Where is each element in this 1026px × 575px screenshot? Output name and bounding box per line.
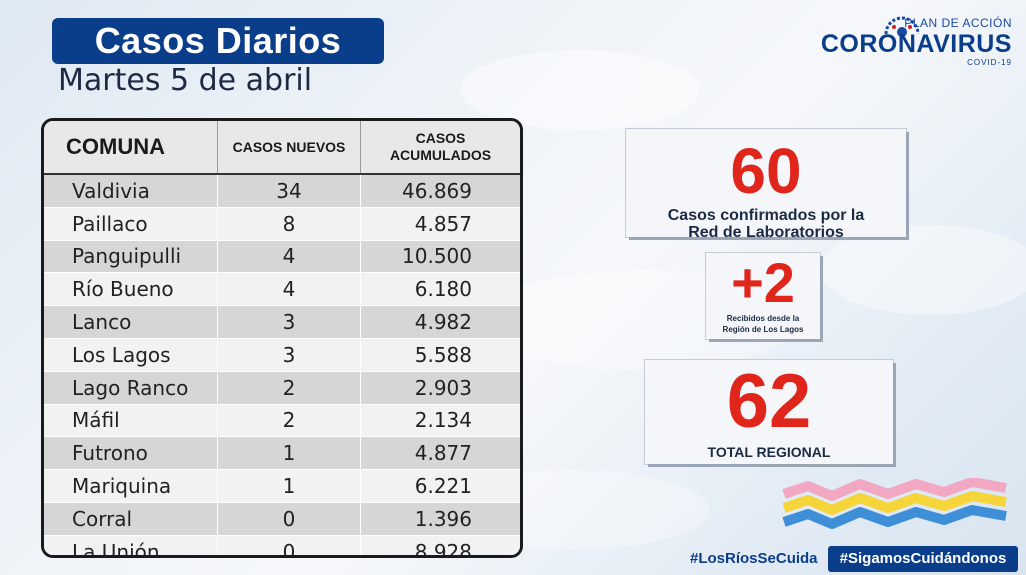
- cell-casos-acumulados: 2.903: [414, 375, 472, 400]
- cell-comuna: Río Bueno: [44, 273, 218, 306]
- cell-casos-nuevos: 1: [218, 470, 361, 502]
- cell-comuna: Los Lagos: [44, 338, 218, 371]
- cell-casos-nuevos: 4: [218, 273, 361, 306]
- cell-casos-acumulados: 1.396: [414, 506, 472, 531]
- cell-casos-acumulados: 4.982: [414, 310, 472, 335]
- cell-casos-acumulados: 2.134: [414, 408, 472, 433]
- hashtag-sigamos: #SigamosCuidándonos: [828, 546, 1018, 572]
- cell-comuna: La Unión: [44, 535, 218, 555]
- table-row: La Unión 0 8.928: [44, 535, 520, 558]
- table-header: COMUNA CASOS NUEVOS CASOS ACUMULADOS: [44, 121, 520, 175]
- table-row: Futrono 1 4.877: [44, 437, 520, 471]
- cell-comuna: Paillaco: [44, 207, 218, 240]
- cell-casos-acumulados: 8.928: [414, 539, 472, 558]
- header-casos-acumulados: CASOS ACUMULADOS: [389, 130, 492, 163]
- logo-covid-text: COVID-19: [967, 58, 1012, 67]
- decorative-stripes: [782, 478, 1007, 529]
- cell-casos-acumulados: 6.221: [414, 474, 472, 499]
- cell-casos-nuevos: 2: [218, 371, 361, 404]
- cases-table: COMUNA CASOS NUEVOS CASOS ACUMULADOS Val…: [41, 118, 523, 558]
- header-casos-nuevos: CASOS NUEVOS: [218, 121, 361, 173]
- total-regional-card: 62 TOTAL REGIONAL: [645, 360, 893, 464]
- cell-casos-nuevos: 2: [218, 404, 361, 437]
- table-row: Río Bueno 4 6.180: [44, 273, 520, 307]
- cell-casos-acumulados: 10.500: [402, 244, 472, 269]
- coronavirus-logo: PLAN DE ACCIÓN CORONAVIRUS COVID-19: [821, 8, 1012, 68]
- cell-comuna: Mariquina: [44, 470, 218, 502]
- virus-icon: [884, 16, 920, 36]
- cell-casos-nuevos: 34: [218, 175, 361, 207]
- received-cases-label-2: Región de Los Lagos: [722, 325, 804, 334]
- cell-comuna: Lago Ranco: [44, 371, 218, 404]
- cell-casos-nuevos: 8: [218, 207, 361, 240]
- table-row: Máfil 2 2.134: [44, 404, 520, 438]
- cell-casos-nuevos: 4: [218, 240, 361, 273]
- table-row: Mariquina 1 6.221: [44, 470, 520, 503]
- hashtag-los-rios: #LosRíosSeCuida: [690, 550, 818, 567]
- logo-main-text: CORONAVIRUS: [820, 30, 1012, 58]
- total-regional-value: 62: [726, 359, 812, 444]
- table-row: Lanco 3 4.982: [44, 306, 520, 339]
- cell-comuna: Valdivia: [44, 175, 218, 207]
- cell-casos-acumulados: 46.869: [402, 178, 472, 203]
- cell-casos-acumulados: 4.857: [414, 211, 472, 236]
- lab-cases-value: 60: [730, 135, 802, 207]
- lab-cases-card: 60 Casos confirmados por la Red de Labor…: [626, 129, 906, 241]
- page-date: Martes 5 de abril: [58, 63, 313, 98]
- table-row: Panguipulli 4 10.500: [44, 240, 520, 274]
- total-regional-label: TOTAL REGIONAL: [707, 444, 831, 460]
- table-row: Los Lagos 3 5.588: [44, 338, 520, 372]
- cell-comuna: Corral: [44, 502, 218, 535]
- lab-cases-label-2: Red de Laboratorios: [688, 224, 844, 241]
- cell-casos-nuevos: 3: [218, 306, 361, 338]
- lab-cases-label-1: Casos confirmados por la: [667, 207, 865, 224]
- cell-casos-nuevos: 0: [218, 535, 361, 555]
- received-cases-value: +2: [731, 251, 795, 314]
- cell-casos-nuevos: 1: [218, 437, 361, 470]
- cell-casos-acumulados: 5.588: [414, 342, 472, 367]
- page-title: Casos Diarios: [52, 18, 384, 64]
- cell-comuna: Panguipulli: [44, 240, 218, 273]
- logo-plan-text: PLAN DE ACCIÓN: [904, 16, 1012, 30]
- received-cases-card: +2 Recibidos desde la Región de Los Lago…: [706, 253, 820, 339]
- table-row: Paillaco 8 4.857: [44, 207, 520, 241]
- header-comuna: COMUNA: [44, 121, 218, 173]
- table-row: Lago Ranco 2 2.903: [44, 371, 520, 405]
- received-cases-label-1: Recibidos desde la: [726, 314, 800, 323]
- cell-comuna: Máfil: [44, 404, 218, 437]
- cell-casos-nuevos: 0: [218, 502, 361, 535]
- table-row: Corral 0 1.396: [44, 502, 520, 536]
- cell-casos-nuevos: 3: [218, 338, 361, 371]
- cell-comuna: Futrono: [44, 437, 218, 470]
- table-body: Valdivia 34 46.869 Paillaco 8 4.857 Panguipull…: [44, 175, 520, 558]
- cell-comuna: Lanco: [44, 306, 218, 338]
- table-row: Valdivia 34 46.869: [44, 175, 520, 208]
- cell-casos-acumulados: 6.180: [414, 277, 472, 302]
- cell-casos-acumulados: 4.877: [414, 441, 472, 466]
